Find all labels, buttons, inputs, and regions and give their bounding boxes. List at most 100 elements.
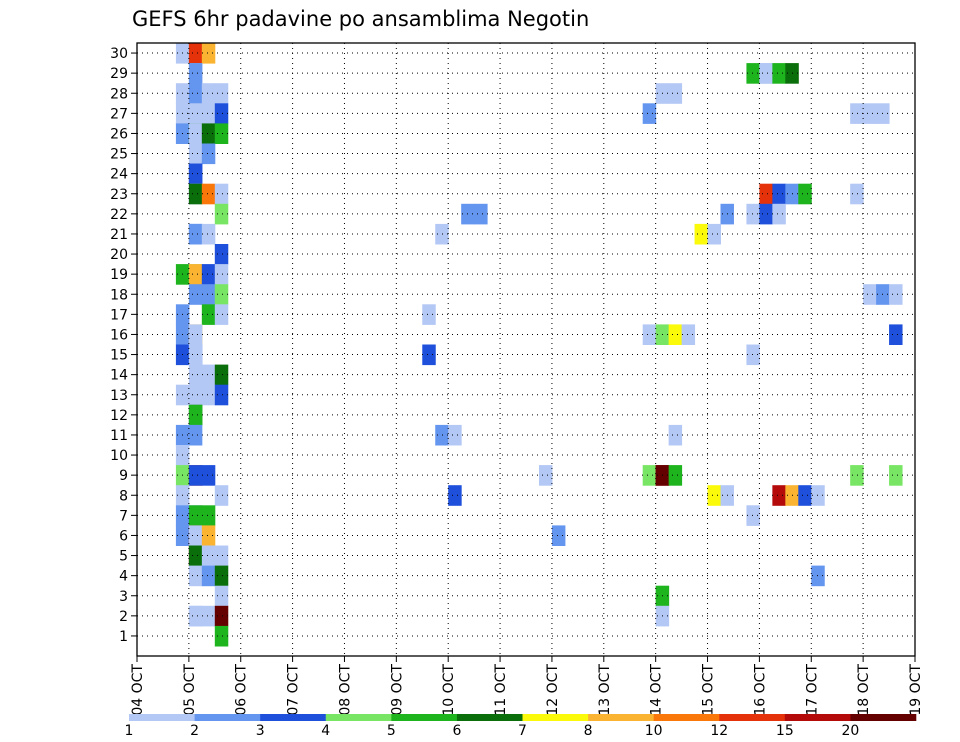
legend-swatch [653, 714, 720, 721]
precip-cell [188, 264, 203, 285]
y-tick-label: 19 [110, 267, 128, 283]
legend-label: 1 [125, 723, 134, 739]
x-tick-label: 06 OCT [234, 664, 250, 716]
precip-cell [188, 83, 203, 104]
precip-cell [188, 605, 203, 627]
legend-swatch [325, 714, 392, 721]
x-tick-label: 17 OCT [804, 664, 820, 716]
legend-swatch [129, 714, 195, 721]
precip-cell [188, 43, 203, 64]
precip-cell [538, 465, 553, 486]
precip-cell [214, 364, 229, 386]
precip-cell [201, 83, 216, 104]
y-tick-label: 28 [110, 86, 128, 102]
y-tick-label: 7 [119, 508, 128, 524]
y-tick-label: 24 [110, 167, 128, 183]
precip-cell [201, 525, 216, 546]
x-tick-label: 14 OCT [649, 664, 665, 716]
plot-frame [136, 42, 916, 657]
precip-cell [642, 103, 657, 124]
precip-cell [214, 264, 229, 285]
precip-cell [188, 103, 203, 124]
x-axis: 04 OCT 05 OCT 06 OCT 07 OCT 08 OCT 09 OCT 10 O… [130, 656, 924, 716]
precip-cell [422, 304, 436, 325]
precip-cell [201, 304, 216, 325]
legend-swatch [194, 714, 261, 721]
y-tick-label: 9 [119, 468, 128, 484]
precip-cell [214, 103, 229, 124]
precip-cell [214, 565, 229, 587]
precip-cell [201, 264, 216, 285]
precip-cell [188, 404, 203, 426]
precip-cell [201, 465, 216, 486]
x-tick-label: 18 OCT [856, 664, 872, 716]
x-tick-label: 10 OCT [441, 664, 457, 716]
precip-cell [746, 505, 760, 526]
precip-cell [214, 585, 229, 607]
y-tick-label: 2 [119, 609, 128, 625]
precip-cell [863, 284, 877, 305]
y-axis: 1234567891011121314151617181920212223242… [110, 46, 137, 645]
y-tick-label: 3 [119, 589, 128, 605]
precip-cell [214, 83, 229, 104]
grid-lines [137, 43, 915, 656]
precip-cell [435, 223, 449, 245]
legend-label: 8 [584, 723, 593, 739]
legend-label: 5 [387, 723, 396, 739]
precip-cell [188, 545, 203, 567]
precip-cell [448, 485, 462, 506]
precip-cell [474, 203, 488, 225]
y-tick-label: 6 [119, 528, 128, 544]
y-tick-label: 27 [110, 106, 128, 122]
precip-cell [811, 565, 825, 587]
precip-cell [188, 143, 203, 165]
precip-cell [811, 485, 825, 506]
precip-cell [188, 505, 203, 526]
precip-cell [850, 103, 864, 124]
ensemble-cells [175, 43, 903, 647]
precip-cell [201, 565, 216, 587]
precip-cell [201, 183, 216, 205]
precip-cell [214, 625, 229, 647]
y-tick-label: 8 [119, 488, 128, 504]
precip-cell [889, 465, 903, 486]
precip-cell [188, 63, 203, 84]
precip-cell [772, 63, 786, 84]
legend-swatch [588, 714, 654, 721]
precip-cell [214, 284, 229, 305]
precip-cell [188, 364, 203, 386]
legend-label: 7 [518, 723, 527, 739]
x-tick-label: 09 OCT [389, 664, 405, 716]
precip-cell [746, 63, 760, 84]
precip-cell [889, 324, 903, 345]
legend-label: 15 [776, 723, 794, 739]
precip-cell [759, 183, 773, 205]
precip-cell [707, 223, 721, 245]
precip-cell [214, 123, 229, 144]
x-tick-label: 12 OCT [545, 664, 561, 716]
y-tick-label: 20 [110, 247, 128, 263]
precip-cell [214, 183, 229, 205]
precip-cell [435, 424, 449, 446]
precip-cell [214, 203, 229, 225]
y-tick-label: 23 [110, 187, 128, 203]
legend-swatch [391, 714, 458, 721]
legend-label: 3 [256, 723, 265, 739]
legend-swatch [260, 714, 327, 721]
precip-cell [188, 465, 203, 486]
y-tick-label: 5 [119, 549, 128, 565]
precip-cell [642, 465, 657, 486]
x-tick-label: 11 OCT [493, 664, 509, 716]
y-tick-label: 22 [110, 207, 128, 223]
precip-cell [214, 605, 229, 627]
precip-cell [448, 424, 462, 446]
precip-cell [850, 465, 864, 486]
y-tick-label: 29 [110, 66, 128, 82]
precip-cell [668, 324, 683, 345]
precip-cell [551, 525, 566, 546]
x-tick-label: 13 OCT [597, 664, 613, 716]
y-tick-label: 15 [110, 348, 128, 364]
y-tick-label: 18 [110, 287, 128, 303]
precip-cell [188, 324, 203, 345]
